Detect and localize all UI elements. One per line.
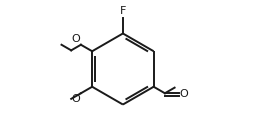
- Text: O: O: [71, 94, 80, 104]
- Text: O: O: [71, 34, 80, 44]
- Text: F: F: [120, 6, 126, 16]
- Text: O: O: [180, 89, 188, 99]
